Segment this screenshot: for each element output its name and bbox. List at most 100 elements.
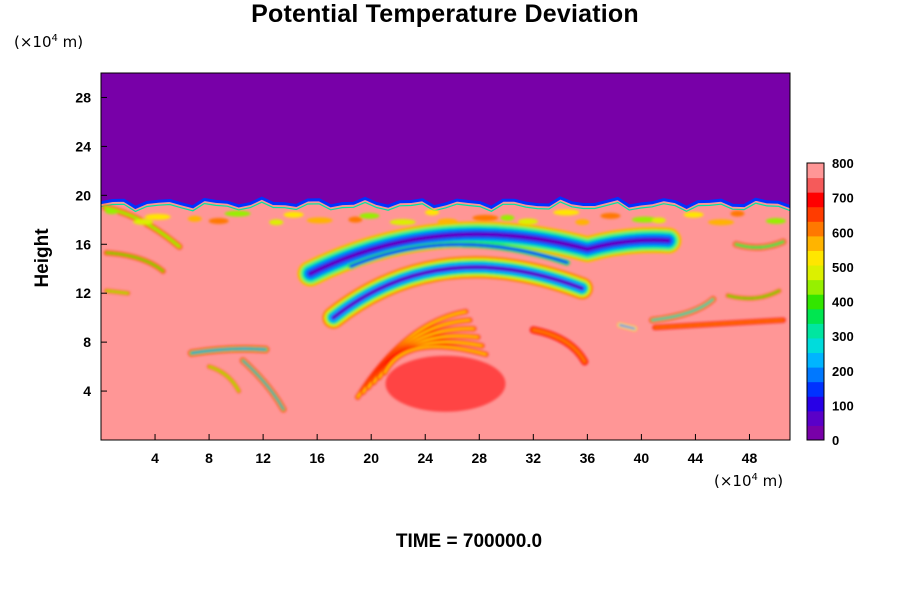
colorbar-label: 600 [832, 225, 854, 240]
colorbar-segment [807, 425, 824, 441]
colorbar-frame [806, 162, 825, 441]
colorbar-segment [807, 410, 824, 426]
colorbar-segment [807, 235, 824, 251]
x-tick-label: 44 [688, 450, 704, 466]
colorbar-segment [807, 381, 824, 397]
right-arc-layer-1 [531, 328, 587, 364]
right-feature-e-layer-1 [618, 324, 636, 330]
colorbar-segment [807, 396, 824, 412]
colorbar-segment [807, 279, 824, 295]
y-tick-label: 8 [83, 334, 91, 350]
speckle [283, 211, 304, 218]
speckle [553, 209, 580, 216]
warm-core [385, 355, 506, 412]
colorbar-segment [807, 294, 824, 310]
speckle [208, 217, 229, 224]
x-tick-label: 8 [205, 450, 213, 466]
speckle [425, 209, 440, 216]
left-feature-f-layer-1 [208, 365, 240, 393]
lower-arc-band-layer-5 [332, 266, 583, 319]
left-feature-e-layer-2 [242, 360, 284, 410]
speckle [437, 218, 458, 225]
colorbar-label: 0 [832, 433, 839, 448]
speckle [306, 217, 333, 224]
x-tick-label: 28 [471, 450, 487, 466]
y-axis-unit: (×104 m) [14, 33, 84, 51]
x-tick-label: 36 [580, 450, 596, 466]
colorbar-segment [807, 367, 824, 383]
plot-frame [100, 72, 791, 441]
speckle [765, 217, 786, 224]
x-tick-label: 40 [634, 450, 650, 466]
upper-layer [101, 73, 790, 208]
colorbar: 800 700 600 500 400 300 200 100 0 [806, 156, 854, 448]
x-axis: 4 8 12 16 20 24 28 32 36 40 44 48 [151, 434, 757, 466]
speckle [224, 210, 251, 217]
speckle [631, 216, 658, 223]
speckle [600, 212, 621, 219]
upper-arc-band-layer-5 [309, 233, 670, 275]
colorbar-label: 100 [832, 398, 854, 413]
speckle [269, 219, 284, 226]
speckle [730, 210, 745, 217]
y-tick-label: 12 [75, 285, 91, 301]
x-tick-label: 24 [417, 450, 433, 466]
y-tick-label: 16 [75, 236, 91, 252]
speckle [348, 216, 363, 223]
colorbar-segment [807, 163, 824, 179]
speckle [144, 213, 171, 220]
x-tick-label: 12 [255, 450, 271, 466]
speckle [683, 211, 704, 218]
x-tick-label: 48 [742, 450, 758, 466]
colorbar-label: 300 [832, 329, 854, 344]
colorbar-segment [807, 323, 824, 339]
colorbar-label: 200 [832, 364, 854, 379]
colorbar-segment [807, 177, 824, 193]
colorbar-segment [807, 337, 824, 354]
lower-arc-5-layer-2 [384, 345, 487, 374]
right-feature-d-layer-1 [734, 240, 785, 249]
y-tick-label: 24 [75, 138, 91, 154]
speckle [389, 219, 416, 226]
x-tick-label: 32 [526, 450, 542, 466]
x-axis-unit: (×104 m) [714, 472, 784, 490]
colorbar-label: 500 [832, 260, 854, 275]
speckle [104, 208, 119, 215]
mid-arc-band-layer-1 [349, 243, 569, 268]
y-axis: 4 8 12 16 20 24 28 [75, 89, 107, 399]
left-feature-c-layer-1 [105, 289, 129, 295]
layer-boundary-inner [101, 201, 790, 213]
x-tick-label: 16 [309, 450, 325, 466]
right-feature-a-layer-2 [651, 298, 714, 321]
colorbar-label: 800 [832, 156, 854, 171]
y-tick-label: 20 [75, 187, 91, 203]
speckle [651, 217, 666, 224]
speckle [575, 219, 590, 226]
speckle [187, 215, 202, 222]
plot-area [101, 73, 790, 440]
speckle [472, 214, 499, 221]
y-tick-label: 28 [75, 89, 91, 105]
colorbar-segment [807, 308, 824, 324]
y-tick-label: 4 [83, 383, 91, 399]
colorbar-segment [807, 352, 824, 368]
speckle [708, 219, 735, 226]
x-tick-label: 4 [151, 450, 159, 466]
right-feature-b-layer-1 [653, 319, 785, 329]
speckle [500, 214, 515, 221]
colorbar-segment [807, 221, 824, 237]
chart-title: Potential Temperature Deviation [251, 0, 639, 28]
left-feature-b-layer-1 [105, 251, 165, 273]
colorbar-label: 700 [832, 191, 854, 206]
colorbar-segment [807, 250, 824, 266]
colorbar-segment [807, 192, 824, 208]
layer-boundary [101, 196, 790, 210]
speckle [359, 212, 380, 219]
time-label: TIME = 700000.0 [395, 531, 543, 552]
right-feature-c-layer-1 [726, 289, 781, 300]
speckle [518, 218, 539, 225]
left-feature-d-layer-2 [190, 348, 267, 354]
colorbar-label: 400 [832, 295, 854, 310]
colorbar-segment [807, 206, 824, 222]
